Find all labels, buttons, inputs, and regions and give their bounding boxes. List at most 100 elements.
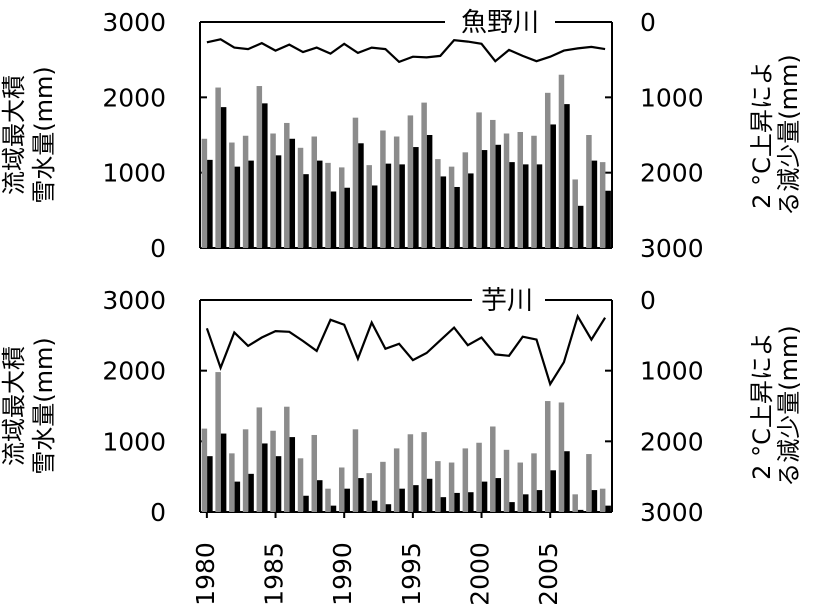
- panel-1-bar-gray: [215, 372, 221, 512]
- panel-0-bar-gray: [586, 135, 592, 248]
- panel-1-bar-black: [220, 433, 227, 512]
- panel-0-left-tick-label: 0: [150, 234, 166, 263]
- panel-0-bar-gray: [366, 165, 372, 248]
- panel-1-bar-gray: [435, 461, 441, 512]
- panel-0-bar-gray: [242, 135, 249, 248]
- panel-0-bar-gray: [284, 122, 290, 248]
- panel-1-bar-gray: [421, 432, 427, 512]
- panel-0-bar-gray: [462, 152, 469, 248]
- panel-1-ylabel-left: 流域最大積: [0, 346, 28, 466]
- panel-1-bar-black: [358, 478, 364, 512]
- panel-1-bar-black: [275, 456, 282, 512]
- panel-1-bar-gray: [270, 430, 276, 512]
- panel-1-x-tick-label: 2005: [534, 542, 563, 606]
- panel-0-ylabel-left: 流域最大積: [0, 75, 28, 195]
- panel-1-bar-black: [509, 502, 515, 512]
- panel-0-left-tick-label: 2000: [102, 83, 166, 112]
- panel-0-bar-gray: [544, 92, 551, 249]
- panel-1-bar-black: [330, 505, 337, 512]
- panel-1-bar-black: [289, 437, 296, 512]
- panel-0-bar-gray: [297, 147, 304, 248]
- panel-0-bar-black: [536, 164, 543, 248]
- panel-0-bar-gray: [325, 162, 331, 248]
- panel-0-bar-gray: [503, 133, 510, 248]
- panel-1-bar-black: [550, 470, 556, 512]
- panel-1-bar-gray: [544, 401, 551, 512]
- panel-0-bar-gray: [352, 117, 359, 248]
- panel-1-bar-gray: [490, 426, 496, 512]
- panel-1-bar-gray: [284, 406, 290, 512]
- panel-0-left-tick-label: 1000: [102, 159, 166, 188]
- panel-1-title: 芋川: [481, 286, 533, 316]
- panel-1-x-tick-label: 1985: [260, 542, 289, 606]
- panel-1-left-tick-label: 0: [150, 498, 166, 527]
- panel-0-bar-gray: [448, 166, 455, 248]
- panel-0-right-tick-label: 2000: [640, 159, 704, 188]
- panel-0-bar-gray: [421, 102, 427, 249]
- panel-1-bar-black: [481, 481, 488, 512]
- panel-1-bar-black: [523, 494, 529, 512]
- panel-0-bar-gray: [407, 115, 414, 248]
- panel-0-bar-black: [591, 160, 598, 248]
- panel-1-bar-black: [344, 488, 350, 512]
- panel-0-bar-gray: [490, 119, 496, 248]
- panel-0-bar-gray: [572, 179, 578, 248]
- panel-0-bar-black: [330, 191, 337, 248]
- panel-1-bar-black: [468, 492, 474, 512]
- panel-0-bar-black: [509, 162, 515, 248]
- panel-0-bar-black: [468, 173, 474, 248]
- panel-0-bar-black: [207, 159, 213, 248]
- panel-0-bar-black: [550, 124, 556, 248]
- panel-1-bar-gray: [462, 448, 469, 512]
- panel-1-line-series: [205, 313, 607, 387]
- panel-1-bar-black: [303, 495, 309, 512]
- panel-1-bar-black: [564, 451, 570, 512]
- panel-1-bar-gray: [448, 462, 455, 512]
- panel-0-bar-gray: [201, 138, 208, 248]
- panel-0-title: 魚野川: [461, 8, 539, 38]
- panel-1-bar-gray: [229, 453, 235, 512]
- panel-1-right-tick-label: 0: [640, 286, 656, 315]
- panel-0-bar-black: [495, 144, 502, 248]
- panel-0-bar-gray: [229, 142, 235, 248]
- panel-1-right-tick-label: 2000: [640, 427, 704, 456]
- panel-1-bar-gray: [393, 448, 400, 512]
- panel-0-right-tick-label: 1000: [640, 83, 704, 112]
- panel-0-bar-gray: [517, 131, 524, 248]
- panel-1-x-tick-label: 1990: [328, 542, 357, 606]
- panel-1-bar-black: [385, 504, 392, 512]
- panel-0-bar-black: [303, 174, 309, 248]
- panel-1-bar-black: [495, 478, 502, 512]
- panel-1-bar-black: [262, 443, 268, 512]
- panel-1-bar-gray: [503, 449, 510, 512]
- panel-1-bar-gray: [311, 434, 318, 512]
- panel-0-bar-black: [481, 150, 488, 248]
- panel-0-bar-black: [275, 155, 282, 248]
- panel-0-bar-black: [399, 164, 405, 248]
- panel-1-bar-gray: [572, 494, 578, 512]
- panel-0-right-tick-label: 0: [640, 8, 656, 37]
- panel-0-bar-black: [385, 163, 392, 248]
- panel-1-left-tick-label: 3000: [102, 286, 166, 315]
- panel-1-ylabel-right: 2 °C上昇によ: [748, 332, 776, 480]
- panel-0-bar-gray: [380, 130, 386, 248]
- panel-0-bar-gray: [270, 133, 276, 248]
- panel-0-ylabel-right: 2 °C上昇によ: [748, 61, 776, 209]
- panel-1-bar-black: [426, 478, 433, 512]
- panel-0-bar-black: [248, 160, 254, 248]
- panel-1-bar-gray: [297, 458, 304, 512]
- panel-0-ylabel-left: 雪水量(mm): [30, 66, 58, 203]
- panel-1-bar-black: [536, 490, 543, 512]
- panel-0-bar-gray: [256, 86, 263, 249]
- panel-0-bar-gray: [393, 136, 400, 248]
- panel-0-bar-black: [371, 185, 378, 248]
- panel-0-bar-black: [289, 138, 296, 248]
- panel-0-bar-black: [358, 143, 364, 248]
- panel-1-bar-black: [605, 505, 611, 512]
- panel-0-right-tick-label: 3000: [640, 234, 704, 263]
- panel-1-bar-gray: [352, 429, 359, 512]
- panel-1-bar-black: [234, 481, 241, 512]
- panel-0-left-tick-label: 3000: [102, 8, 166, 37]
- panel-0-bar-gray: [215, 87, 221, 248]
